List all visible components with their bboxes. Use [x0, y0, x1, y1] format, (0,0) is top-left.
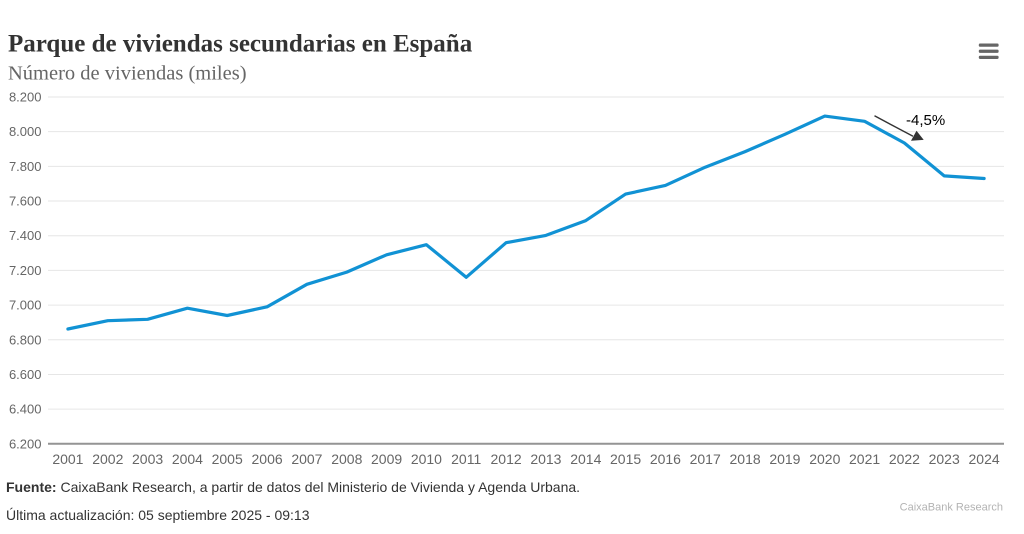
svg-text:2005: 2005 — [212, 451, 243, 467]
svg-text:2023: 2023 — [929, 451, 960, 467]
svg-text:2012: 2012 — [491, 451, 522, 467]
svg-text:7.800: 7.800 — [9, 159, 42, 174]
svg-text:2017: 2017 — [690, 451, 721, 467]
svg-text:2021: 2021 — [849, 451, 880, 467]
svg-text:2024: 2024 — [969, 451, 1000, 467]
svg-text:2010: 2010 — [411, 451, 442, 467]
svg-text:Número de viviendas (miles): Número de viviendas (miles) — [8, 63, 247, 85]
svg-text:2013: 2013 — [530, 451, 561, 467]
svg-text:2015: 2015 — [610, 451, 641, 467]
svg-text:6.800: 6.800 — [9, 332, 42, 347]
svg-text:7.000: 7.000 — [9, 298, 42, 313]
svg-text:7.400: 7.400 — [9, 228, 42, 243]
svg-text:6.200: 6.200 — [9, 436, 42, 451]
svg-text:2002: 2002 — [92, 451, 123, 467]
svg-text:2022: 2022 — [889, 451, 920, 467]
svg-text:7.200: 7.200 — [9, 263, 42, 278]
svg-text:8.000: 8.000 — [9, 124, 42, 139]
svg-text:2019: 2019 — [769, 451, 800, 467]
svg-text:2016: 2016 — [650, 451, 681, 467]
svg-text:2006: 2006 — [252, 451, 283, 467]
svg-text:7.600: 7.600 — [9, 194, 42, 209]
svg-text:6.600: 6.600 — [9, 367, 42, 382]
svg-text:2011: 2011 — [451, 451, 481, 467]
svg-text:CaixaBank Research: CaixaBank Research — [900, 502, 1003, 514]
svg-text:2007: 2007 — [291, 451, 322, 467]
svg-text:-4,5%: -4,5% — [906, 112, 945, 129]
svg-text:8.200: 8.200 — [9, 90, 42, 105]
svg-text:2001: 2001 — [52, 451, 83, 467]
svg-text:2018: 2018 — [730, 451, 761, 467]
svg-text:2003: 2003 — [132, 451, 163, 467]
svg-text:2014: 2014 — [570, 451, 601, 467]
svg-text:2004: 2004 — [172, 451, 203, 467]
svg-text:Parque de viviendas secundaria: Parque de viviendas secundarias en Españ… — [8, 31, 473, 58]
svg-text:2009: 2009 — [371, 451, 402, 467]
svg-text:2020: 2020 — [809, 451, 840, 467]
svg-text:6.400: 6.400 — [9, 402, 42, 417]
svg-text:2008: 2008 — [331, 451, 362, 467]
